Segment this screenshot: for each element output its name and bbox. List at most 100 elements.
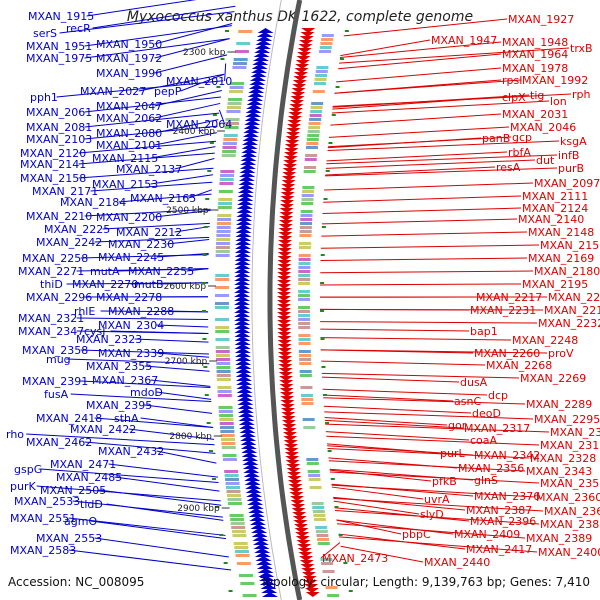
reverse-gene-label: MXAN_2137 (116, 163, 182, 176)
reverse-leader-line (98, 489, 222, 506)
forward-gene-label: uvrA (424, 493, 450, 506)
forward-leader-line (326, 435, 540, 446)
reverse-gene-label: MXAN_2230 (108, 238, 174, 251)
forward-gene-label: MXAN_2031 (502, 108, 568, 121)
reverse-gene-label: MXAN_2367 (92, 374, 158, 387)
kbp-tick-label: 2900 kbp (177, 504, 220, 514)
reverse-gene-label: MXAN_1996 (96, 67, 162, 80)
reverse-leader-line (72, 500, 223, 518)
reverse-gene-label: MXAN_2062 (96, 112, 162, 125)
forward-gene-label: MXAN_2356 (458, 462, 524, 475)
forward-gene-label: MXAN_2440 (424, 556, 490, 569)
forward-gene-label: rph (572, 88, 591, 101)
forward-leader-line (338, 53, 502, 70)
forward-leader-line (320, 542, 341, 559)
reverse-gene-label: agmO (64, 515, 97, 528)
kbp-tick-label: 2800 kbp (169, 432, 212, 442)
forward-gene-label: MXAN_2376 (474, 490, 540, 503)
reverse-leader-line (156, 391, 212, 400)
forward-leader-line (321, 360, 486, 366)
reverse-gene-label: MXAN_2505 (40, 484, 106, 497)
forward-leader-line (328, 126, 510, 138)
reverse-gene-label: fusA (44, 388, 69, 401)
reverse-leader-line (156, 253, 209, 258)
forward-gene-label: MXAN_2368 (544, 505, 600, 518)
forward-leader-line (332, 96, 502, 110)
kbp-ticks: 2300 kbp 2400 kbp 2500 kbp 2600 kbp 2700 kbp… (164, 48, 236, 514)
reverse-gene-label: MXAN_2115 (92, 152, 158, 165)
reverse-gene-label: MXAN_2270 (72, 278, 138, 291)
reverse-leader-line (80, 349, 209, 355)
forward-gene-label: clpX (502, 91, 526, 104)
reverse-leader-line (154, 54, 228, 74)
forward-gene-label: MXAN_2157 (540, 239, 600, 252)
topology-label: Topology: circular; Length: 9,139,763 bp… (260, 575, 590, 589)
reverse-gene-label: MXAN_2210 (26, 210, 92, 223)
forward-leader-line (320, 321, 538, 324)
forward-gene-label: MXAN_2351 (540, 477, 600, 490)
forward-gene-label: glnS (474, 474, 498, 487)
reverse-leader-line (102, 222, 210, 230)
reverse-gene-label: MXAN_2271 (18, 265, 84, 278)
forward-gene-label: ksgA (560, 135, 587, 148)
reverse-leader-line (94, 236, 210, 243)
reverse-gene-label: MXAN_2583 (10, 544, 76, 557)
reverse-gene-label: MXAN_2321 (18, 312, 84, 325)
reverse-gene-label: MXAN_2296 (26, 291, 92, 304)
forward-leader-line (332, 94, 530, 108)
reverse-gene-label: MXAN_1951 (26, 40, 92, 53)
reverse-gene-label: MXAN_2304 (98, 319, 164, 332)
forward-leader-line (327, 136, 512, 148)
forward-gene-label: MXAN_2148 (528, 226, 594, 239)
reverse-leader-line (59, 11, 235, 34)
reverse-leader-line (154, 102, 221, 119)
forward-gene-label: MXAN_1992 (522, 74, 588, 87)
reverse-leader-line (84, 208, 211, 217)
forward-leader-line (325, 423, 550, 433)
reverse-leader-line (128, 428, 215, 440)
forward-gene-label: MXAN_1947 (431, 34, 497, 47)
forward-gene-label: MXAN_2343 (526, 465, 592, 478)
forward-gene-label: gcp (512, 131, 532, 144)
reverse-leader-line (166, 310, 209, 313)
forward-gene-label: MXAN_2289 (526, 398, 592, 411)
forward-gene-label: MXAN_2206 (548, 291, 600, 304)
reverse-gene-label: MXAN_2391 (22, 375, 88, 388)
reverse-gene-label: MXAN_2485 (56, 471, 122, 484)
forward-leader-line (326, 154, 558, 165)
reverse-gene-label: MXAN_2184 (60, 196, 126, 209)
reverse-gene-label: MXAN_2242 (36, 236, 102, 249)
reverse-leader-line (70, 393, 212, 403)
forward-leader-line (330, 471, 540, 484)
reverse-gene-label: MXAN_2158 (20, 172, 86, 185)
reverse-leader-line (144, 365, 210, 372)
reverse-gene-label: MXAN_1950 (96, 38, 162, 51)
forward-gene-label: MXAN_2046 (510, 121, 576, 134)
forward-leader-line (339, 47, 570, 64)
forward-gene-label: lon (550, 95, 567, 108)
forward-leader-line (329, 469, 432, 482)
reverse-gene-label: MXAN_2358 (22, 344, 88, 357)
reverse-gene-label: MXAN_2165 (130, 192, 196, 205)
reverse-leader-line (108, 463, 218, 478)
reverse-gene-label: MXAN_2347 (18, 325, 84, 338)
forward-leader-line (335, 510, 540, 525)
reverse-leader-line (90, 520, 227, 540)
reverse-gene-label: MXAN_2395 (86, 399, 152, 412)
forward-gene-label: dut (536, 154, 555, 167)
reverse-leader-line (156, 450, 217, 464)
map-title: Myxococcus xanthus DK 1622, complete gen… (126, 9, 474, 25)
reverse-gene-label: MXAN_2047 (96, 100, 162, 113)
forward-gene-label: MXAN_2396 (470, 515, 536, 528)
reverse-gene-label: MXAN_2355 (86, 360, 152, 373)
reverse-leader-line (84, 38, 230, 59)
forward-leader-line (324, 417, 448, 426)
reverse-gene-label: MXAN_2212 (116, 226, 182, 239)
reverse-gene-label: MXAN_2422 (70, 423, 136, 436)
reverse-gene-label: cysJ (84, 325, 106, 338)
forward-gene-label: rpsI (502, 74, 522, 87)
forward-gene-label: MXAN_2180 (534, 265, 600, 278)
reverse-leader-line (154, 132, 217, 146)
reverse-gene-label: MXAN_2200 (96, 211, 162, 224)
kbp-tick-label: 2300 kbp (183, 48, 226, 58)
